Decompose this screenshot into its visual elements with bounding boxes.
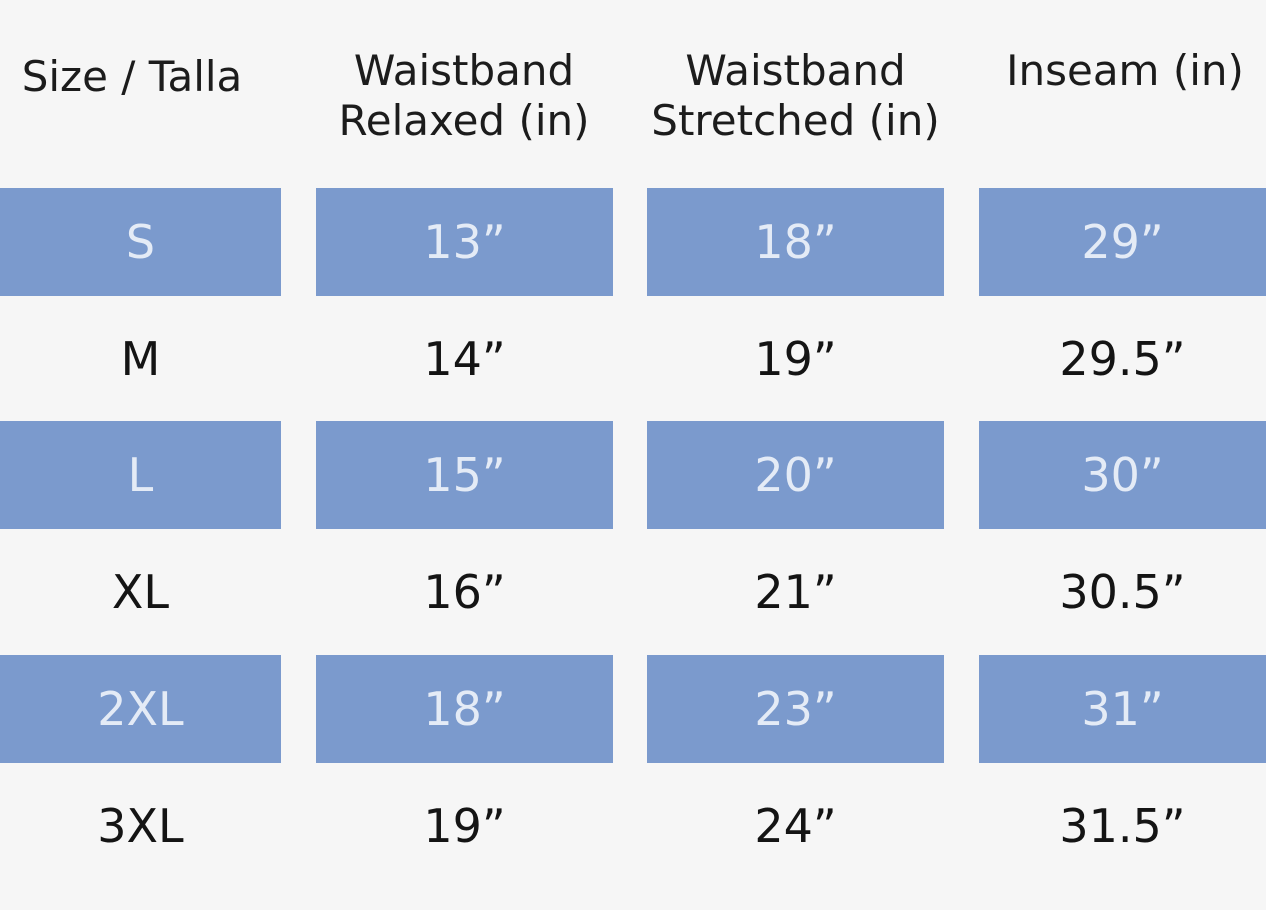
header-size: Size / Talla bbox=[0, 52, 264, 162]
cell-inseam: 30” bbox=[979, 421, 1266, 529]
cell-relaxed: 16” bbox=[423, 565, 506, 619]
cell-stretched: 18” bbox=[647, 188, 944, 296]
header-waistband-stretched: Waistband Stretched (in) bbox=[647, 46, 944, 156]
cell-relaxed: 19” bbox=[423, 799, 506, 853]
cell-size: 2XL bbox=[0, 655, 281, 763]
cell-size: S bbox=[0, 188, 281, 296]
cell-relaxed: 13” bbox=[316, 188, 613, 296]
cell-inseam: 29” bbox=[979, 188, 1266, 296]
header-inseam-line: Inseam (in) bbox=[1006, 46, 1244, 95]
cell-inseam: 30.5” bbox=[1059, 565, 1186, 619]
header-waistband-stretched-line: Stretched (in) bbox=[651, 96, 940, 145]
cell-stretched: 21” bbox=[754, 565, 837, 619]
cell-inseam: 31.5” bbox=[1059, 799, 1186, 853]
header-inseam: Inseam (in) bbox=[994, 46, 1256, 156]
cell-inseam: 29.5” bbox=[1059, 332, 1186, 386]
header-waistband-relaxed: Waistband Relaxed (in) bbox=[316, 46, 612, 156]
header-waistband-relaxed-line: Waistband bbox=[353, 46, 575, 95]
cell-size: L bbox=[0, 421, 281, 529]
header-size-line: Size / Talla bbox=[21, 52, 243, 101]
cell-size: M bbox=[120, 332, 161, 386]
cell-stretched: 23” bbox=[647, 655, 944, 763]
cell-inseam: 31” bbox=[979, 655, 1266, 763]
cell-stretched: 19” bbox=[754, 332, 837, 386]
cell-stretched: 24” bbox=[754, 799, 837, 853]
cell-stretched: 20” bbox=[647, 421, 944, 529]
header-waistband-relaxed-line: Relaxed (in) bbox=[338, 96, 590, 145]
header-waistband-stretched-line: Waistband bbox=[685, 46, 906, 95]
cell-relaxed: 14” bbox=[423, 332, 506, 386]
cell-size: 3XL bbox=[97, 799, 184, 853]
cell-relaxed: 18” bbox=[316, 655, 613, 763]
cell-relaxed: 15” bbox=[316, 421, 613, 529]
cell-size: XL bbox=[111, 565, 170, 619]
